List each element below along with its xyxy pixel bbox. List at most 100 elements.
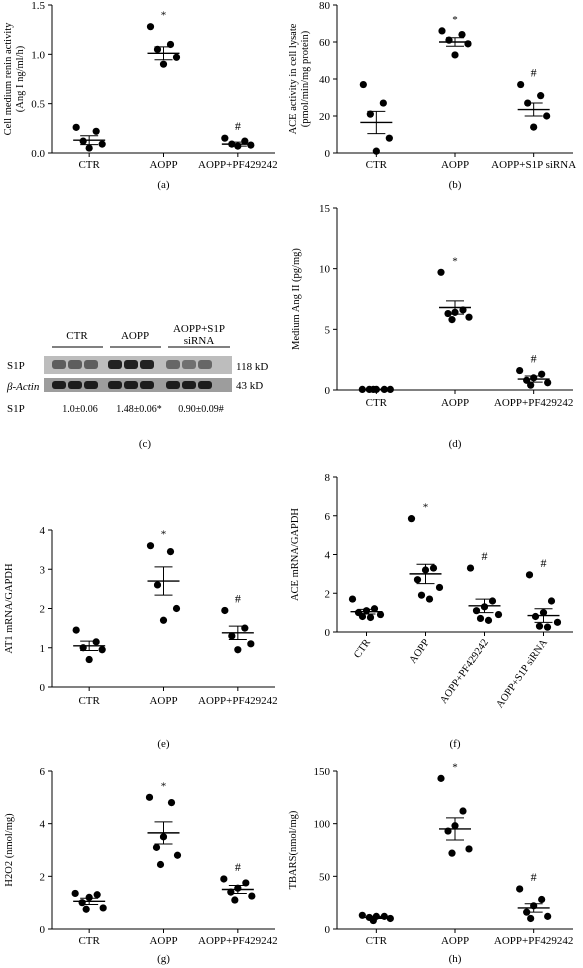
- data-point: [172, 53, 181, 61]
- blot-row-s1p-label: S1P: [7, 360, 25, 372]
- y-tick-label: 8: [325, 472, 331, 484]
- data-point: [145, 793, 154, 801]
- data-point: [516, 885, 524, 893]
- data-point: [98, 646, 106, 654]
- data-point: [220, 875, 228, 883]
- data-point: [231, 896, 239, 904]
- x-category-label: CTR: [78, 159, 100, 171]
- y-axis-label: H2O2 (nmol/mg): [4, 813, 15, 887]
- panel-label-c: (c): [139, 438, 152, 450]
- blot-group-s1p-sirna-line1: AOPP+S1P: [173, 323, 225, 335]
- data-point: [538, 370, 546, 378]
- charts-layer: 0.0 0.5 1.0 1.5 Cell medium renin activity (A…: [3, 0, 576, 965]
- data-point: [459, 807, 467, 815]
- data-point: [153, 45, 162, 54]
- y-tick-label: 0.0: [31, 148, 45, 160]
- data-point: [417, 591, 426, 599]
- significance-mark: *: [452, 761, 458, 773]
- blot-quant-ctr: 1.0±0.06: [62, 404, 98, 415]
- data-point: [458, 30, 466, 39]
- chart-panel-h: 0 50 100 150 TBARS(nmol/mg) CTR AOPP AOPP+PF429…: [288, 761, 573, 965]
- data-point: [71, 889, 79, 898]
- data-point: [448, 849, 456, 857]
- y-axis-label: Medium Ang II (pg/mg): [291, 248, 302, 350]
- data-point: [465, 845, 473, 853]
- y-tick-label: 60: [319, 37, 331, 49]
- y-tick-label: 100: [314, 819, 331, 831]
- y-axis-label: ACE activity in cell lysate: [288, 23, 299, 134]
- panel-label-a: (a): [157, 179, 170, 191]
- chart-panel-a: 0.0 0.5 1.0 1.5 Cell medium renin activity (A…: [3, 0, 278, 191]
- x-category-label: CTR: [366, 159, 388, 171]
- y-tick-label: 6: [40, 766, 46, 778]
- data-point: [530, 123, 538, 131]
- data-point: [153, 581, 162, 589]
- y-tick-label: 20: [319, 111, 331, 123]
- data-point: [247, 141, 255, 149]
- s1p-band: [52, 360, 66, 369]
- y-tick-label: 50: [319, 871, 331, 883]
- data-point: [85, 144, 93, 152]
- data-point: [547, 597, 556, 605]
- significance-mark: #: [235, 119, 241, 133]
- data-point: [146, 542, 155, 550]
- y-tick-label: 0: [325, 627, 331, 639]
- data-point: [379, 99, 387, 107]
- data-point: [538, 895, 546, 904]
- y-tick-label: 10: [319, 264, 331, 276]
- data-point: [544, 912, 552, 920]
- y-tick-label: 0: [40, 682, 46, 694]
- y-tick-label: 2: [325, 588, 331, 600]
- panel-label-g: (g): [157, 953, 170, 965]
- data-point: [79, 137, 87, 145]
- blot-group-aopp: AOPP: [121, 330, 149, 342]
- data-point: [553, 618, 562, 626]
- s1p-band: [182, 360, 196, 369]
- y-tick-label: 0: [325, 924, 331, 936]
- data-point: [376, 610, 385, 619]
- data-point: [241, 137, 249, 145]
- s1p-band: [108, 360, 122, 369]
- blot-quant-s1p: 0.90±0.09#: [178, 404, 224, 415]
- data-point: [93, 891, 101, 899]
- data-point: [366, 613, 375, 622]
- x-category-label: AOPP: [149, 695, 177, 707]
- data-point: [146, 23, 155, 31]
- data-point: [372, 147, 380, 155]
- panel-label-f: (f): [450, 738, 461, 750]
- x-category-label: CTR: [366, 397, 388, 409]
- data-point: [535, 622, 544, 630]
- x-category-label: CTR: [366, 935, 388, 947]
- data-point: [366, 110, 374, 118]
- data-point: [172, 604, 181, 613]
- s1p-band: [124, 360, 138, 369]
- significance-mark: *: [161, 780, 167, 792]
- y-tick-label: 6: [325, 511, 331, 523]
- blot-quant-aopp: 1.48±0.06*: [116, 404, 162, 415]
- data-point: [152, 843, 161, 851]
- x-category-label: AOPP+S1P siRNA: [491, 159, 576, 171]
- y-axis-label: (Ang I ng/ml/h): [15, 45, 26, 112]
- s1p-bands: [52, 360, 212, 369]
- data-point: [465, 313, 473, 321]
- actin-band: [166, 381, 180, 389]
- x-category-label: AOPP: [149, 159, 177, 171]
- s1p-band: [198, 360, 212, 369]
- data-point: [407, 515, 416, 523]
- s1p-band: [84, 360, 98, 369]
- data-point: [166, 547, 175, 556]
- y-tick-label: 80: [319, 0, 331, 12]
- blot-size-43: 43 kD: [236, 380, 263, 392]
- x-category-label: AOPP+PF429242: [198, 695, 278, 707]
- x-category-label: AOPP: [441, 159, 469, 171]
- significance-mark: #: [482, 549, 488, 563]
- data-point: [537, 92, 545, 100]
- data-point: [85, 893, 93, 902]
- data-point: [448, 316, 456, 324]
- chart-panel-f: 0 2 4 6 8 ACE mRNA/GAPDH CTR AOPP AOPP+PF429242 A…: [290, 472, 573, 750]
- actin-band: [182, 381, 196, 389]
- data-point: [370, 605, 379, 613]
- data-point: [435, 583, 444, 592]
- y-tick-label: 0.5: [31, 99, 45, 111]
- data-point: [444, 309, 452, 318]
